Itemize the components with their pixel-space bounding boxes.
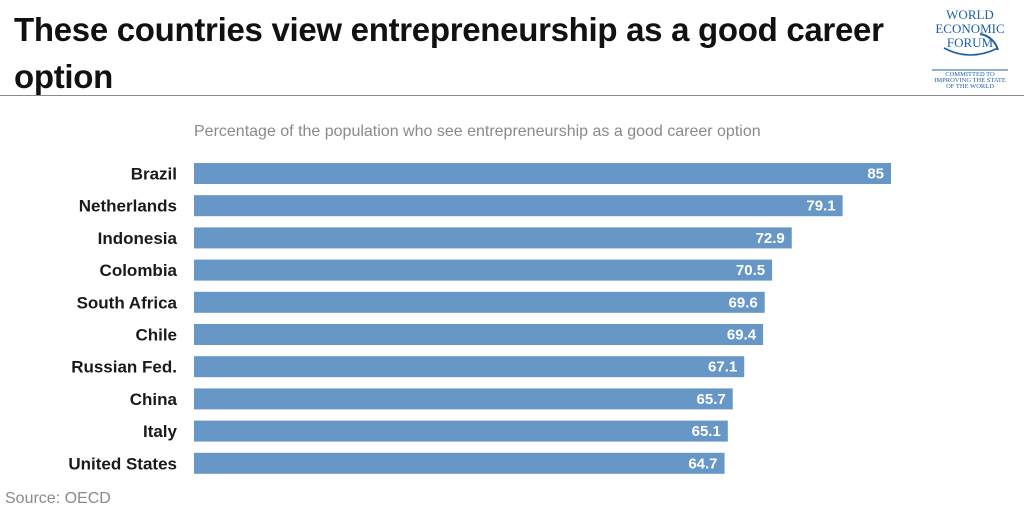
category-label-china: China: [130, 390, 178, 409]
category-label-brazil: Brazil: [131, 165, 177, 184]
wef-logo: WORLD ECONOMIC FORUM COMMITTED TO IMPROV…: [932, 7, 1008, 90]
logo-line-world: WORLD: [946, 7, 994, 22]
category-label-south-africa: South Africa: [77, 293, 178, 312]
chart-title: These countries view entrepreneurship as…: [14, 11, 884, 95]
category-label-colombia: Colombia: [100, 261, 178, 280]
value-label-brazil: 85: [867, 166, 884, 183]
logo-line-forum: FORUM: [947, 35, 994, 50]
logo-tagline-1: COMMITTED TO: [945, 71, 995, 78]
bar-colombia: [194, 259, 773, 281]
value-label-united-states: 64.7: [688, 455, 717, 472]
category-label-russian-fed: Russian Fed.: [71, 358, 177, 377]
bar-china: [194, 388, 733, 410]
category-label-united-states: United States: [68, 454, 177, 473]
value-label-italy: 65.1: [692, 423, 721, 440]
bar-italy: [194, 420, 728, 442]
bar-chile: [194, 324, 764, 345]
value-label-china: 65.7: [697, 391, 726, 408]
value-label-colombia: 70.5: [736, 262, 765, 279]
chart-subtitle: Percentage of the population who see ent…: [194, 123, 761, 140]
value-label-indonesia: 72.9: [756, 230, 785, 247]
logo-line-economic: ECONOMIC: [935, 21, 1004, 36]
logo-tagline-2: IMPROVING THE STATE: [934, 77, 1006, 84]
category-label-indonesia: Indonesia: [98, 229, 178, 248]
bar-south-africa: [194, 291, 765, 313]
source-note: Source: OECD: [5, 490, 111, 507]
value-label-chile: 69.4: [727, 327, 757, 344]
title-divider: [0, 95, 1024, 96]
bar-russian-fed: [194, 356, 745, 378]
logo-tagline-3: OF THE WORLD: [946, 83, 994, 90]
bar-netherlands: [194, 195, 843, 217]
value-label-netherlands: 79.1: [806, 198, 835, 215]
bar-indonesia: [194, 227, 792, 249]
category-label-netherlands: Netherlands: [79, 197, 177, 216]
bar-brazil: [194, 163, 891, 184]
value-label-south-africa: 69.6: [729, 294, 758, 311]
category-label-italy: Italy: [143, 422, 178, 441]
logo-swoosh: [943, 47, 999, 56]
bar-united-states: [194, 452, 725, 474]
category-label-chile: Chile: [135, 326, 177, 345]
value-label-russian-fed: 67.1: [708, 359, 737, 376]
